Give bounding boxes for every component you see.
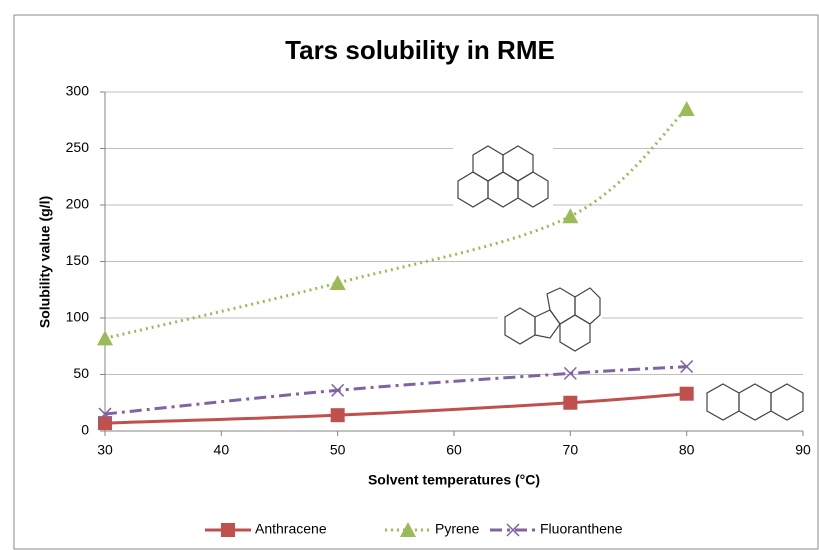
y-tick-label: 200 xyxy=(66,196,90,212)
legend-label: Fluoranthene xyxy=(540,521,623,537)
marker xyxy=(331,383,345,397)
marker xyxy=(679,386,694,401)
marker xyxy=(329,274,346,290)
chart-frame xyxy=(13,14,819,550)
marker xyxy=(563,395,578,410)
series-line xyxy=(104,107,688,340)
fluoranthene-structure xyxy=(498,276,602,358)
y-tick-label: 300 xyxy=(66,83,90,99)
chart-title: Tars solubility in RME xyxy=(285,35,555,65)
marker xyxy=(98,416,112,431)
marker xyxy=(562,208,579,224)
marker xyxy=(221,523,235,537)
x-tick-label: 40 xyxy=(214,442,230,458)
x-tick-label: 90 xyxy=(795,442,811,458)
marker xyxy=(678,100,695,116)
marker xyxy=(330,408,345,423)
anthracene-structure xyxy=(703,376,807,428)
series-line xyxy=(104,365,687,416)
pyrene-structure xyxy=(453,134,553,210)
series-line xyxy=(104,392,687,425)
x-tick-label: 30 xyxy=(97,442,113,458)
y-tick-label: 100 xyxy=(66,309,90,325)
x-tick-label: 60 xyxy=(446,442,462,458)
y-tick-label: 250 xyxy=(66,139,90,155)
legend-label: Anthracene xyxy=(255,521,327,537)
x-tick-label: 70 xyxy=(563,442,579,458)
x-tick-label: 50 xyxy=(330,442,346,458)
marker xyxy=(400,522,416,537)
marker xyxy=(506,523,520,537)
x-axis-label: Solvent temperatures (°C) xyxy=(368,472,540,488)
y-axis-label: Solubility value (g/l) xyxy=(37,196,53,328)
marker xyxy=(98,407,112,421)
marker xyxy=(680,360,694,374)
marker xyxy=(97,330,113,346)
marker xyxy=(563,366,577,380)
legend-label: Pyrene xyxy=(435,521,480,537)
y-tick-label: 150 xyxy=(66,252,90,268)
y-tick-label: 0 xyxy=(81,422,89,438)
y-tick-label: 50 xyxy=(73,365,89,381)
x-tick-label: 80 xyxy=(679,442,695,458)
